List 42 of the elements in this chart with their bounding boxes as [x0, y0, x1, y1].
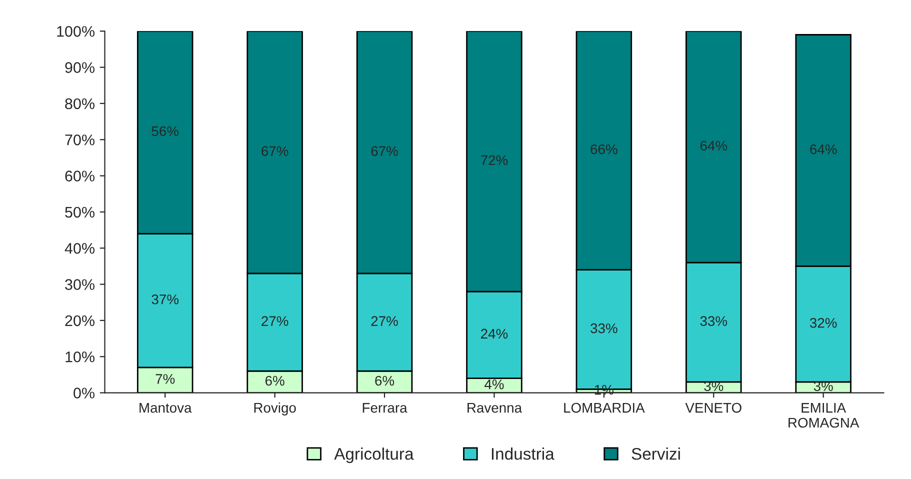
- data-label: 24%: [481, 328, 508, 339]
- y-tick-label: 0%: [74, 388, 94, 398]
- legend-label: Servizi: [632, 448, 680, 460]
- y-tick-label: 10%: [66, 351, 94, 362]
- data-label: 32%: [810, 318, 837, 328]
- data-label: 27%: [262, 316, 288, 326]
- y-tick-label: 30%: [65, 279, 94, 290]
- data-label: 64%: [700, 140, 728, 151]
- y-tick-label: 60%: [65, 170, 94, 182]
- data-label: 56%: [152, 126, 179, 136]
- data-label: 67%: [371, 146, 398, 156]
- data-label: 72%: [481, 155, 508, 165]
- data-label: 3%: [814, 381, 833, 392]
- data-label: 27%: [371, 316, 398, 326]
- data-label: 67%: [262, 146, 288, 156]
- data-label: 4%: [484, 380, 504, 390]
- data-label: 33%: [700, 316, 728, 326]
- data-label: 37%: [152, 294, 179, 304]
- y-tick-label: 50%: [65, 206, 94, 218]
- x-tick-label: VENETO: [685, 402, 742, 413]
- legend-label: Agricoltura: [334, 448, 414, 464]
- x-tick-label: Ravenna: [468, 403, 522, 413]
- x-tick-label: Rovigo: [254, 402, 296, 416]
- data-label: 64%: [810, 144, 837, 154]
- y-tick-label: 80%: [65, 98, 94, 110]
- y-tick-label: 70%: [65, 134, 94, 146]
- data-label: 33%: [590, 323, 618, 334]
- x-tick-label: Mantova: [140, 403, 192, 413]
- data-label: 6%: [375, 376, 394, 386]
- x-tick-label: LOMBARDIA: [564, 402, 645, 413]
- data-label: 7%: [156, 374, 175, 384]
- data-label: 6%: [265, 376, 284, 386]
- x-tick-label: EMILIA ROMAGNA: [788, 403, 860, 428]
- data-label: 1%: [594, 384, 614, 395]
- data-label: 3%: [704, 381, 724, 392]
- legend-label: Industria: [492, 448, 554, 460]
- data-label: 66%: [590, 144, 618, 154]
- y-tick-label: 90%: [65, 62, 94, 73]
- y-tick-label: 40%: [64, 242, 94, 254]
- y-tick-label: 20%: [65, 315, 94, 326]
- x-tick-label: Ferrara: [362, 403, 408, 413]
- y-tick-label: 100%: [57, 26, 94, 37]
